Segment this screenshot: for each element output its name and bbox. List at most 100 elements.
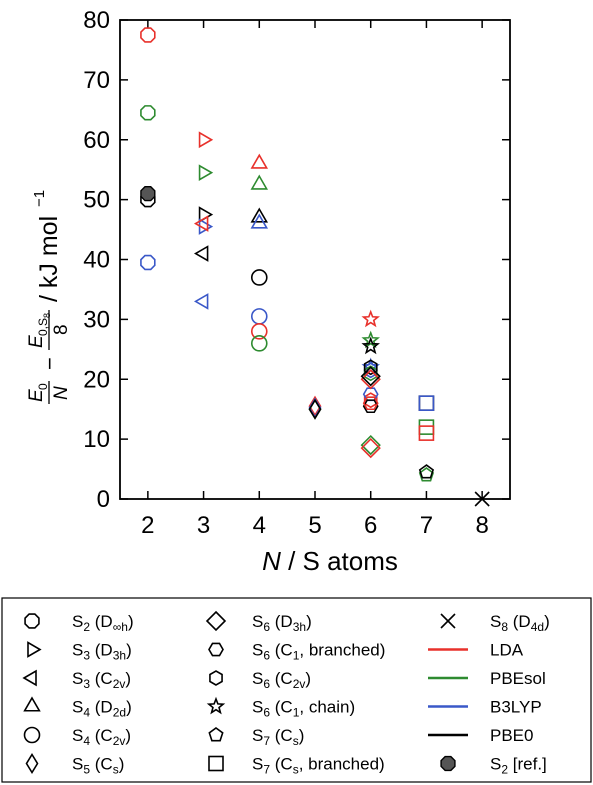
y-title-part: N — [51, 386, 72, 400]
y-axis-title: E0 N−E0,S88/ kJ mol−1 — [26, 190, 72, 404]
x-tick-label: 3 — [197, 512, 210, 539]
legend-marker-triangle-up — [23, 696, 41, 712]
data-point-S7_Cs_branched-B3LYP — [418, 395, 435, 412]
legend-frame — [1, 597, 592, 783]
data-point-S6_D3h-PBE0 — [360, 366, 381, 387]
y-tick-label: 0 — [97, 486, 110, 513]
data-point-S2_Dinfh-PBEsol — [140, 105, 156, 121]
data-point-S2_ref-ref — [140, 186, 156, 202]
plot-area: 0 10 20 30 40 50 60 70 80 2 3 4 5 6 7 8 — [83, 7, 511, 539]
data-point-S4_C2v-PBEsol — [250, 335, 268, 352]
legend-label: S5 (Cs) — [72, 755, 124, 777]
data-point-S4_C2v-LDA — [250, 323, 268, 340]
y-title-part: −1 — [31, 190, 48, 207]
legend-marker-triangle-right — [27, 641, 42, 658]
legend-marker-square — [208, 755, 224, 772]
data-point-S4_D2d-PBE0 — [250, 207, 269, 223]
data-point-S4_D2d-PBEsol — [250, 174, 269, 190]
legend-label: S6 (C1, branched) — [252, 641, 385, 663]
x-tick-label: 7 — [420, 512, 433, 539]
y-title-part: / kJ mol — [35, 216, 63, 302]
legend-marker-octagon — [24, 613, 40, 629]
data-point-S6_D3h-LDA — [360, 437, 381, 459]
legend-marker-hexagon-pointy — [209, 670, 223, 686]
y-tick-label: 40 — [83, 247, 110, 274]
data-point-S5_Cs-PBE0 — [308, 398, 322, 420]
data-point-S8_D4d-PBE0 — [474, 491, 490, 507]
legend-label: S6 (C1, chain) — [252, 698, 355, 720]
legend: S2 (D∞h) S3 (D3h) S3 (C2v) S4 (D2d) S4 (C2v)… — [1, 597, 592, 783]
legend-label: S3 (D3h) — [72, 641, 132, 663]
x-tick-label: 4 — [253, 512, 266, 539]
legend-marker-hexagon-flat — [208, 642, 224, 657]
y-title-part: 0,S — [36, 318, 50, 336]
data-point-S7_Cs-PBE0 — [418, 464, 435, 479]
data-point-S6_C1_branched-LDA — [362, 396, 379, 411]
legend-label: S3 (C2v) — [72, 669, 131, 691]
data-point-S6_C1_branched-PBE0 — [362, 399, 379, 414]
y-tick-label: 10 — [83, 426, 110, 453]
legend-label: S7 (Cs) — [252, 726, 304, 748]
y-title-part: 8 — [42, 313, 52, 318]
x-tick-label: 5 — [308, 512, 321, 539]
y-title-part: E — [26, 335, 47, 348]
legend-label: S2 [ref.] — [490, 755, 547, 777]
x-tick-label: 8 — [475, 512, 488, 539]
legend-label: PBE0 — [490, 726, 533, 745]
data-point-S3_C2v-PBE0 — [193, 245, 209, 262]
y-tick-label: 60 — [83, 127, 110, 154]
legend-marker-circle — [23, 726, 41, 744]
legend-label: PBEsol — [490, 669, 546, 688]
x-tick-label: 2 — [141, 512, 154, 539]
data-point-S3_D3h-PBEsol — [198, 164, 214, 181]
data-point-S6_C2v-PBE0 — [363, 359, 378, 376]
legend-marker-x — [440, 613, 456, 629]
x-axis-title: N / S atoms — [262, 546, 398, 576]
data-point-S6_D3h-PBEsol — [360, 434, 381, 456]
data-point-S6_C1_chain-LDA — [361, 309, 380, 328]
y-title-part: − — [37, 357, 62, 370]
y-tick-label: 80 — [83, 7, 110, 34]
data-point-S4_D2d-LDA — [250, 153, 269, 169]
y-tick-label: 30 — [83, 306, 110, 333]
data-point-S4_D2d-B3LYP — [250, 213, 269, 229]
legend-marker-thin-diamond — [25, 752, 39, 775]
legend-label: S4 (C2v) — [72, 726, 131, 748]
legend-label: B3LYP — [490, 698, 542, 717]
axis-titles: N / S atoms E0 N−E0,S88/ kJ mol−1 — [26, 190, 398, 576]
legend-label: S4 (D2d) — [72, 698, 132, 720]
data-point-S4_C2v-PBE0 — [250, 269, 268, 286]
y-title-part: E — [26, 389, 47, 402]
data-point-S7_Cs_branched-PBEsol — [418, 419, 435, 435]
legend-marker-star — [206, 696, 226, 715]
data-point-S2_Dinfh-LDA — [140, 27, 156, 43]
data-point-S3_D3h-LDA — [198, 131, 214, 149]
data-point-S3_C2v-B3LYP — [193, 293, 209, 310]
legend-label: LDA — [490, 641, 524, 660]
data-point-S7_Cs_branched-LDA — [418, 425, 435, 441]
data-point-S6_D3h-LDA — [360, 369, 381, 390]
data-point-S4_C2v-B3LYP — [250, 308, 268, 325]
data-point-S5_Cs-LDA — [308, 395, 322, 417]
data-point-S6_C1_chain-PBEsol — [361, 330, 380, 349]
y-tick-label: 70 — [83, 67, 110, 94]
plot-frame — [119, 19, 511, 500]
legend-label: S6 (D3h) — [252, 612, 312, 634]
data-point-S6_C1_chain-PBE0 — [361, 336, 380, 355]
legend-marker-triangle-left — [22, 669, 37, 687]
legend-marker-diamond — [205, 610, 227, 632]
data-point-S7_Cs_branched-PBE0 — [418, 395, 435, 412]
legend-label: S7 (Cs, branched) — [252, 755, 385, 777]
legend-marker-octagon-filled — [440, 755, 456, 772]
x-tick-label: 6 — [364, 512, 377, 539]
legend-label: S6 (C2v) — [252, 669, 311, 691]
y-tick-label: 50 — [83, 187, 110, 214]
data-point-S3_C2v-LDA — [193, 215, 209, 232]
legend-marker-pentagon — [208, 727, 224, 742]
data-point-S2_Dinfh-B3LYP — [140, 254, 156, 271]
y-tick-label: 20 — [83, 366, 110, 393]
legend-label: S8 (D4d) — [490, 612, 550, 634]
y-title-part: 8 — [51, 324, 72, 335]
y-title-part: 0 — [36, 383, 50, 390]
